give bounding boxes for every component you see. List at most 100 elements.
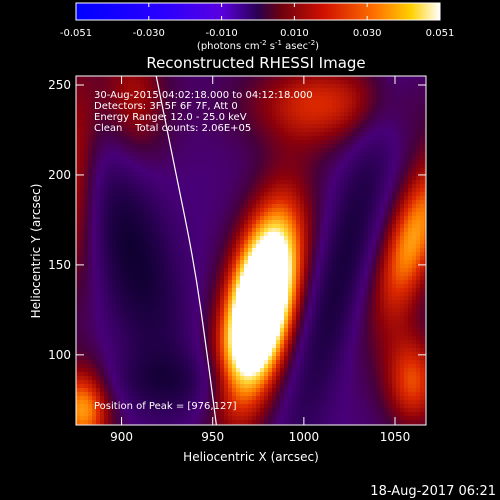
heatmap-cell [276,380,281,385]
heatmap-cell [224,84,229,89]
heatmap-cell [92,324,97,329]
heatmap-cell [104,264,109,269]
heatmap-cell [220,364,225,369]
heatmap-cell [228,364,233,369]
heatmap-cell [216,200,221,205]
heatmap-cell [144,208,149,213]
heatmap-cell [224,396,229,401]
heatmap-cell [244,216,249,221]
heatmap-cell [268,276,273,281]
heatmap-cell [172,364,177,369]
heatmap-cell [244,76,249,81]
heatmap-cell [224,244,229,249]
heatmap-cell [168,372,173,377]
heatmap-cell [160,224,165,229]
heatmap-cell [120,368,125,373]
heatmap-cell [160,140,165,145]
heatmap-cell [180,336,185,341]
heatmap-cell [112,92,117,97]
heatmap-cell [268,176,273,181]
heatmap-cell [168,236,173,241]
heatmap-cell [176,312,181,317]
heatmap-cell [132,168,137,173]
heatmap-cell [128,120,133,125]
heatmap-cell [204,372,209,377]
heatmap-cell [76,92,81,97]
heatmap-cell [76,316,81,321]
heatmap-cell [132,264,137,269]
heatmap-cell [240,248,245,253]
heatmap-cell [272,280,277,285]
heatmap-cell [220,232,225,237]
heatmap-cell [192,144,197,149]
heatmap-cell [192,380,197,385]
heatmap-cell [136,120,141,125]
heatmap-cell [180,280,185,285]
heatmap-cell [176,244,181,249]
heatmap-cell [256,76,261,81]
heatmap-cell [140,248,145,253]
heatmap-cell [192,300,197,305]
heatmap-cell [276,336,281,341]
heatmap-cell [224,152,229,157]
heatmap-cell [176,132,181,137]
heatmap-cell [160,192,165,197]
heatmap-cell [188,280,193,285]
heatmap-cell [276,236,281,241]
heatmap-cell [212,372,217,377]
heatmap-cell [260,164,265,169]
heatmap-cell [300,92,305,97]
heatmap-cell [292,312,297,317]
heatmap-cell [180,380,185,385]
heatmap-cell [124,332,129,337]
heatmap-cell [300,160,305,165]
heatmap-cell [276,228,281,233]
heatmap-cell [292,128,297,133]
heatmap-cell [280,308,285,313]
heatmap-cell [144,176,149,181]
heatmap-cell [96,152,101,157]
heatmap-cell [216,216,221,221]
heatmap-cell [164,340,169,345]
heatmap-cell [80,288,85,293]
heatmap-cell [88,76,93,81]
heatmap-cell [296,112,301,117]
heatmap-cell [176,420,181,425]
heatmap-cell [156,88,161,93]
heatmap-cell [184,340,189,345]
heatmap-cell [148,112,153,117]
heatmap-cell [172,196,177,201]
heatmap-cell [156,360,161,365]
heatmap-cell [144,408,149,413]
heatmap-cell [200,216,205,221]
heatmap-cell [236,88,241,93]
heatmap-cell [220,388,225,393]
heatmap-cell [100,160,105,165]
heatmap-cell [184,296,189,301]
heatmap-cell [160,268,165,273]
heatmap-cell [148,380,153,385]
heatmap-cell [168,404,173,409]
heatmap-cell [252,192,257,197]
heatmap-cell [184,252,189,257]
heatmap-cell [220,292,225,297]
heatmap-cell [144,372,149,377]
heatmap-cell [296,124,301,129]
heatmap-cell [160,288,165,293]
heatmap-cell [104,84,109,89]
heatmap-cell [204,392,209,397]
heatmap-cell [236,92,241,97]
heatmap-cell [144,360,149,365]
heatmap-cell [104,288,109,293]
heatmap-cell [120,288,125,293]
heatmap-cell [152,332,157,337]
heatmap-cell [108,408,113,413]
heatmap-cell [260,344,265,349]
heatmap-cell [108,220,113,225]
heatmap-cell [208,216,213,221]
heatmap-cell [228,324,233,329]
heatmap-cell [200,420,205,425]
heatmap-cell [132,408,137,413]
heatmap-cell [132,112,137,117]
heatmap-cell [180,276,185,281]
